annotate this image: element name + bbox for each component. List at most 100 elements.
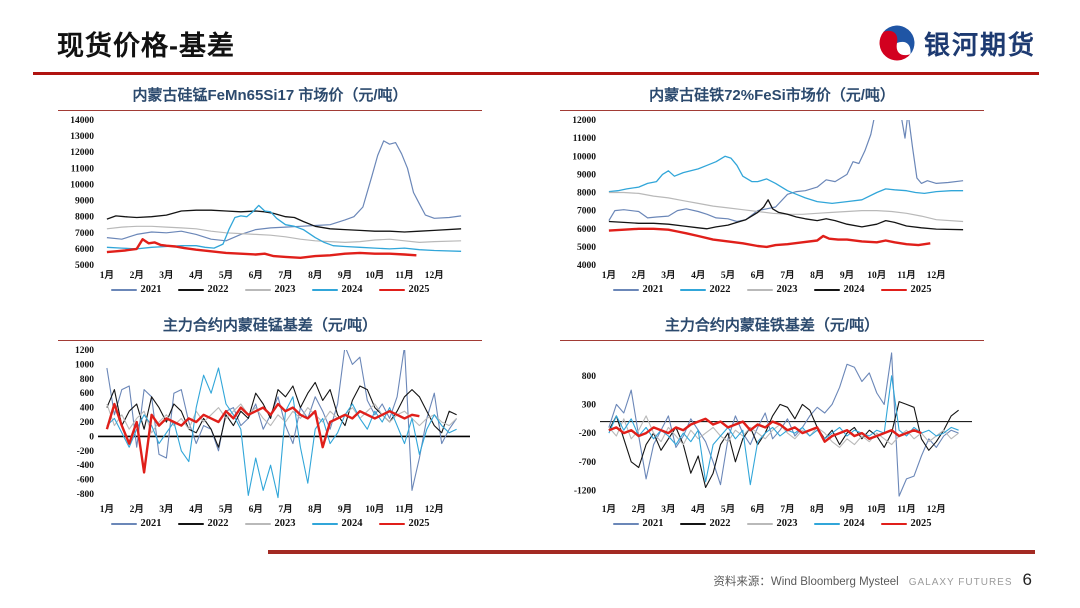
svg-text:-600: -600 xyxy=(77,476,95,486)
svg-text:6月: 6月 xyxy=(751,504,765,515)
legend-year-label: 2022 xyxy=(709,284,731,295)
svg-text:14000: 14000 xyxy=(70,116,94,126)
svg-text:11000: 11000 xyxy=(573,134,596,144)
svg-text:2月: 2月 xyxy=(130,504,144,515)
legend-item-2021: 2021 xyxy=(110,518,162,529)
legend-line-swatch xyxy=(746,288,773,291)
svg-text:600: 600 xyxy=(80,389,95,399)
svg-text:1200: 1200 xyxy=(75,346,94,356)
legend-item-2022: 2022 xyxy=(679,518,731,529)
svg-text:9月: 9月 xyxy=(338,504,352,515)
legend-line-swatch xyxy=(679,522,706,525)
svg-text:8000: 8000 xyxy=(577,189,596,199)
legend-item-2021: 2021 xyxy=(110,284,162,295)
legend-line-swatch xyxy=(177,522,204,525)
svg-text:6月: 6月 xyxy=(751,270,765,281)
legend-year-label: 2024 xyxy=(843,284,865,295)
svg-text:4000: 4000 xyxy=(577,261,596,271)
legend-line-swatch xyxy=(244,288,271,291)
legend-line-swatch xyxy=(746,522,773,525)
svg-text:5月: 5月 xyxy=(721,504,735,515)
svg-text:-200: -200 xyxy=(579,429,597,439)
legend-year-label: 2025 xyxy=(408,518,430,529)
legend-year-label: 2021 xyxy=(140,518,162,529)
legend-fesi-basis: 2021 2022 2023 2024 2025 xyxy=(560,518,984,529)
legend-year-label: 2023 xyxy=(274,284,296,295)
legend-item-2022: 2022 xyxy=(177,284,229,295)
svg-text:11月: 11月 xyxy=(897,504,915,515)
svg-text:11000: 11000 xyxy=(71,164,94,174)
legend-year-label: 2023 xyxy=(776,518,798,529)
svg-text:200: 200 xyxy=(80,418,95,428)
legend-item-2021: 2021 xyxy=(612,284,664,295)
svg-text:10月: 10月 xyxy=(365,270,384,281)
svg-text:12000: 12000 xyxy=(572,116,596,126)
svg-text:8000: 8000 xyxy=(75,213,94,223)
brand-text: GALAXY FUTURES xyxy=(908,577,1013,588)
galaxy-swirl-icon xyxy=(870,16,924,70)
svg-text:8月: 8月 xyxy=(810,504,824,515)
data-source: 资料来源：Wind Bloomberg Mysteel xyxy=(713,576,899,588)
svg-text:3月: 3月 xyxy=(661,504,675,515)
svg-text:4月: 4月 xyxy=(691,504,705,515)
svg-text:8月: 8月 xyxy=(810,270,824,281)
svg-text:5000: 5000 xyxy=(577,243,596,253)
svg-text:7月: 7月 xyxy=(780,504,794,515)
legend-line-swatch xyxy=(880,288,907,291)
page-number: 6 xyxy=(1022,570,1032,589)
legend-fesi-price: 2021 2022 2023 2024 2025 xyxy=(560,284,984,295)
legend-item-2023: 2023 xyxy=(244,518,296,529)
svg-text:1月: 1月 xyxy=(602,504,616,515)
chart-title-fesi-price: 内蒙古硅铁72%FeSi市场价（元/吨） xyxy=(560,84,984,111)
svg-text:11月: 11月 xyxy=(897,270,915,281)
svg-text:9000: 9000 xyxy=(577,170,596,180)
header-divider xyxy=(33,72,1039,75)
svg-text:0: 0 xyxy=(89,432,94,442)
chart-fesi-basis: 800 300 -200 -700 -1200 1月 2月 3月 4月 5月 6月 7月 8月 9月 10月… xyxy=(560,345,984,517)
legend-year-label: 2025 xyxy=(910,284,932,295)
legend-item-2024: 2024 xyxy=(813,518,865,529)
svg-text:1月: 1月 xyxy=(100,504,114,515)
legend-item-2025: 2025 xyxy=(378,284,430,295)
legend-line-swatch xyxy=(311,522,338,525)
footer-divider xyxy=(268,550,1035,554)
panel-fesi-price: 内蒙古硅铁72%FeSi市场价（元/吨） 12000 11000 10000 9000… xyxy=(560,84,984,295)
legend-line-swatch xyxy=(880,522,907,525)
legend-year-label: 2024 xyxy=(341,284,363,295)
svg-text:7月: 7月 xyxy=(278,504,292,515)
svg-text:12月: 12月 xyxy=(927,504,946,515)
svg-text:10月: 10月 xyxy=(867,270,886,281)
svg-text:4月: 4月 xyxy=(691,270,705,281)
svg-text:6000: 6000 xyxy=(75,245,94,255)
legend-item-2022: 2022 xyxy=(177,518,229,529)
svg-text:9月: 9月 xyxy=(840,270,854,281)
svg-text:7月: 7月 xyxy=(278,270,292,281)
svg-text:2月: 2月 xyxy=(632,504,646,515)
chart-title-simn-basis: 主力合约内蒙硅锰基差（元/吨） xyxy=(58,314,482,341)
legend-year-label: 2023 xyxy=(776,284,798,295)
legend-item-2023: 2023 xyxy=(244,284,296,295)
legend-line-swatch xyxy=(177,288,204,291)
svg-text:4月: 4月 xyxy=(189,270,203,281)
svg-text:5月: 5月 xyxy=(219,270,233,281)
legend-item-2025: 2025 xyxy=(880,518,932,529)
svg-text:6月: 6月 xyxy=(249,504,263,515)
legend-item-2024: 2024 xyxy=(311,284,363,295)
chart-fesi-price: 12000 11000 10000 9000 8000 7000 6000 5000 4000 1… xyxy=(560,115,984,283)
legend-item-2021: 2021 xyxy=(612,518,664,529)
svg-text:-1200: -1200 xyxy=(574,486,596,496)
legend-item-2025: 2025 xyxy=(880,284,932,295)
chart-simn-basis: 1200 1000 800 600 400 200 0 -200 -400 -600 -800 1月 2… xyxy=(58,345,482,517)
svg-text:2月: 2月 xyxy=(130,270,144,281)
svg-text:1月: 1月 xyxy=(100,270,114,281)
svg-text:10000: 10000 xyxy=(70,180,94,190)
svg-text:11月: 11月 xyxy=(395,270,413,281)
svg-text:13000: 13000 xyxy=(70,132,94,142)
panel-simn-price: 内蒙古硅锰FeMn65Si17 市场价（元/吨） 14000 13000 12000… xyxy=(58,84,482,295)
panel-fesi-basis: 主力合约内蒙硅铁基差（元/吨） 800 300 -200 -700 -1200 1月 2月 3… xyxy=(560,314,984,529)
svg-text:400: 400 xyxy=(80,404,95,414)
legend-item-2023: 2023 xyxy=(746,284,798,295)
legend-year-label: 2022 xyxy=(207,518,229,529)
footer: 资料来源：Wind Bloomberg Mysteel GALAXY FUTUR… xyxy=(713,570,1032,590)
